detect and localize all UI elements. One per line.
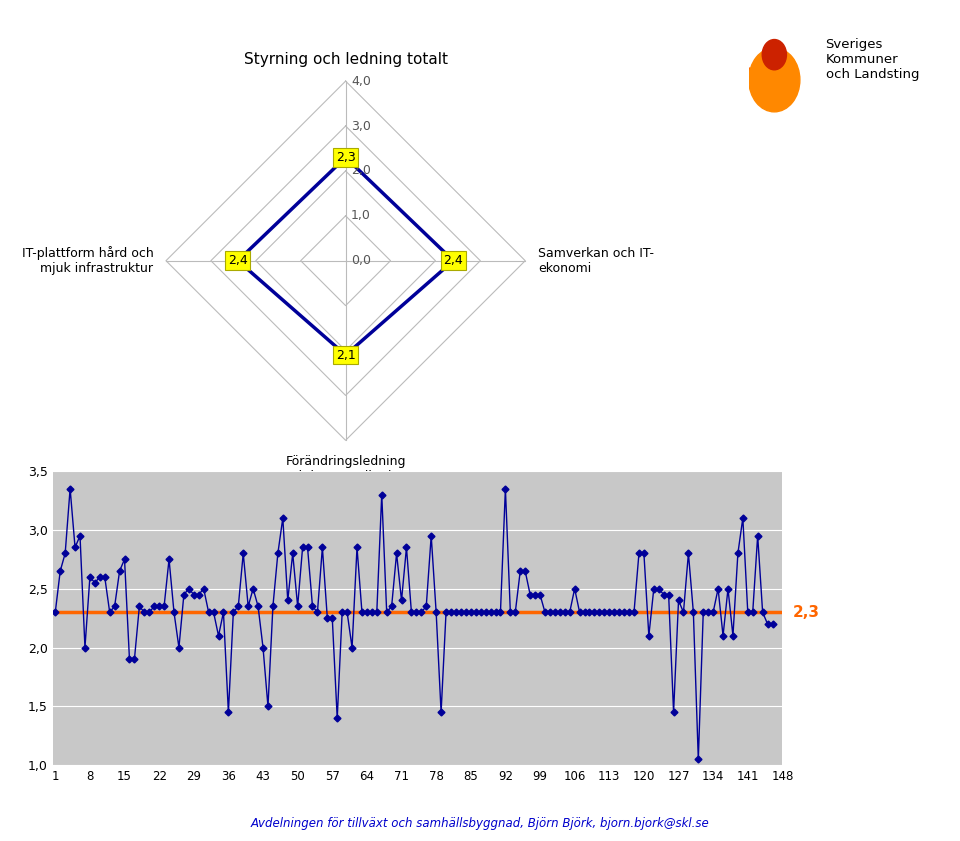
Text: 2,4: 2,4 [228, 254, 248, 267]
PathPatch shape [749, 67, 789, 101]
Text: Förändringsledning
och kommunikation: Förändringsledning och kommunikation [284, 455, 407, 483]
Text: 2,4: 2,4 [444, 254, 464, 267]
Text: 4,0: 4,0 [351, 75, 371, 87]
Text: 2,0: 2,0 [351, 164, 371, 177]
Text: 2,1: 2,1 [336, 348, 355, 362]
Text: 2,3: 2,3 [792, 605, 819, 620]
Circle shape [762, 40, 786, 70]
Text: Sveriges
Kommuner
och Landsting: Sveriges Kommuner och Landsting [826, 38, 919, 81]
Text: 0,0: 0,0 [351, 254, 371, 267]
Text: IT-plattform hård och
mjuk infrastruktur: IT-plattform hård och mjuk infrastruktur [22, 246, 154, 275]
Text: Styrning och ledning totalt: Styrning och ledning totalt [244, 52, 447, 66]
Text: Avdelningen för tillväxt och samhällsbyggnad, Björn Björk, bjorn.bjork@skl.se: Avdelningen för tillväxt och samhällsbyg… [251, 817, 709, 830]
Text: 2,3: 2,3 [336, 151, 355, 164]
Circle shape [749, 48, 800, 112]
Text: Samverkan och IT-
ekonomi: Samverkan och IT- ekonomi [538, 246, 654, 275]
Text: 3,0: 3,0 [351, 119, 371, 133]
Text: 1,0: 1,0 [351, 209, 371, 222]
